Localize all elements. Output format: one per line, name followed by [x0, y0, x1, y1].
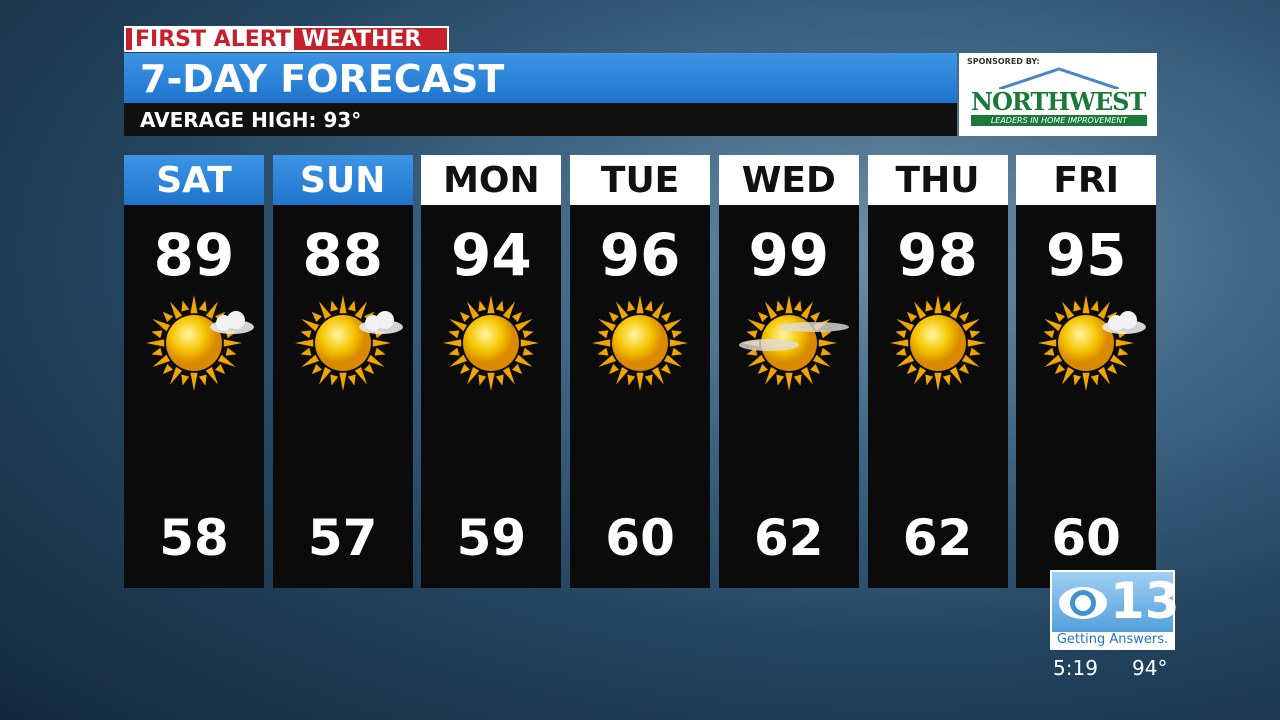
day-column: 99 62 — [718, 205, 859, 588]
station-slogan: Getting Answers. — [1052, 632, 1173, 648]
day-header: SAT — [124, 155, 264, 205]
weather-icon — [441, 293, 556, 397]
sponsor-tagline: LEADERS IN HOME IMPROVEMENT — [971, 115, 1147, 126]
sponsor-box: SPONSORED BY: NORTHWEST LEADERS IN HOME … — [959, 53, 1157, 136]
day-column: 89 58 — [124, 205, 264, 588]
brand: FIRST ALERT — [132, 27, 294, 52]
brand-banner: FIRST ALERT WEATHER — [124, 26, 449, 52]
weather-icon — [738, 293, 854, 397]
sun-icon — [592, 295, 689, 391]
day-column: 96 60 — [570, 205, 711, 588]
station-number: 13 — [1110, 572, 1180, 630]
high-temp: 95 — [1045, 221, 1127, 289]
cbs-eye — [1059, 587, 1107, 619]
clock-time: 5:19 — [1053, 656, 1098, 680]
high-temp: 99 — [748, 221, 830, 289]
low-temp: 59 — [456, 509, 527, 567]
sponsor-label: SPONSORED BY: — [967, 57, 1040, 66]
sun-icon — [443, 295, 540, 391]
low-temp: 58 — [159, 509, 229, 567]
low-temp: 60 — [605, 509, 675, 567]
day-header: SUN — [272, 155, 413, 205]
sponsor-name: NORTHWEST — [971, 87, 1146, 116]
day-header: TUE — [570, 155, 711, 205]
subtitle: AVERAGE HIGH: 93° — [124, 103, 957, 136]
high-temp: 94 — [451, 221, 532, 289]
high-temp: 96 — [599, 221, 681, 289]
weather-icon — [590, 293, 705, 397]
high-temp: 88 — [302, 221, 384, 289]
weather-icon — [293, 293, 408, 397]
brand-suffix: WEATHER — [301, 27, 422, 52]
sun-icon — [738, 295, 849, 391]
sun-icon — [146, 295, 254, 391]
sun-icon — [294, 295, 403, 391]
day-column: 98 62 — [867, 205, 1008, 588]
low-temp: 62 — [902, 509, 973, 567]
weather-icon — [144, 293, 259, 397]
day-column: 95 60 — [1016, 205, 1157, 588]
day-header: WED — [718, 155, 859, 205]
clock-temp: 94° — [1132, 656, 1168, 680]
day-header: MON — [421, 155, 562, 205]
station-logo: 13 Getting Answers. — [1050, 570, 1180, 650]
day-column: 94 59 — [421, 205, 562, 588]
sun-icon — [889, 295, 986, 391]
high-temp: 98 — [897, 221, 978, 289]
day-header: THU — [867, 155, 1008, 205]
low-temp: 62 — [754, 509, 824, 567]
weather-icon — [1036, 293, 1151, 397]
low-temp: 57 — [307, 509, 378, 567]
weather-icon — [888, 293, 1003, 397]
sun-icon — [1038, 295, 1147, 391]
title: 7-DAY FORECAST — [124, 53, 957, 103]
day-column: 88 57 — [272, 205, 413, 588]
day-header: FRI — [1016, 155, 1157, 205]
high-temp: 89 — [153, 221, 235, 289]
roof-logo — [999, 67, 1119, 89]
low-temp: 60 — [1051, 509, 1121, 567]
